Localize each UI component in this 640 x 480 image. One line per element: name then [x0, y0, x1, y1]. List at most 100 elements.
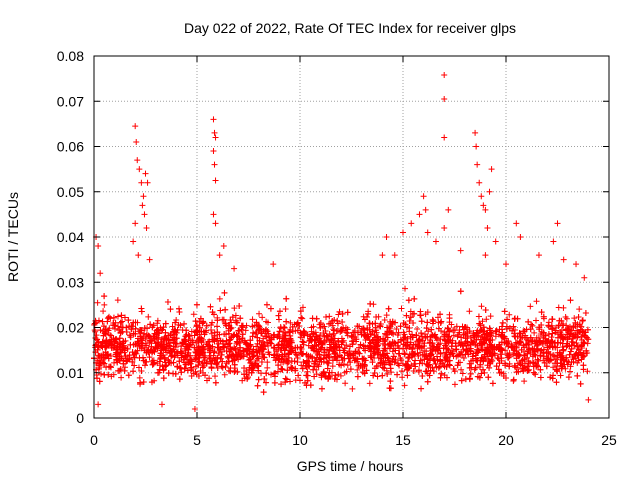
data-point — [249, 353, 256, 360]
data-point — [303, 363, 310, 370]
data-point — [314, 348, 321, 355]
data-point — [190, 311, 197, 318]
data-point — [244, 347, 251, 354]
data-point — [196, 351, 203, 358]
data-point — [132, 123, 139, 130]
data-point — [268, 340, 275, 347]
data-point — [363, 333, 370, 340]
data-point — [533, 317, 540, 324]
data-point — [585, 336, 592, 343]
data-point — [329, 363, 336, 370]
data-point — [216, 252, 223, 259]
data-point — [457, 288, 464, 295]
data-point — [193, 322, 200, 329]
data-point — [391, 252, 398, 259]
data-point — [270, 261, 277, 268]
data-point — [554, 368, 561, 375]
data-point — [511, 362, 518, 369]
data-point — [223, 337, 230, 344]
data-point — [463, 326, 470, 333]
data-point — [531, 329, 538, 336]
data-point — [282, 305, 289, 312]
data-point — [557, 354, 564, 361]
data-point — [143, 331, 150, 338]
data-point — [171, 326, 178, 333]
data-point — [198, 328, 205, 335]
data-point — [367, 331, 374, 338]
data-point — [240, 353, 247, 360]
data-point — [356, 344, 363, 351]
data-point — [337, 372, 344, 379]
data-point — [400, 320, 407, 327]
data-point — [231, 265, 238, 272]
data-point — [178, 349, 185, 356]
y-tick-label: 0.01 — [57, 365, 84, 381]
data-point — [392, 347, 399, 354]
data-point — [260, 354, 267, 361]
data-point — [141, 330, 148, 337]
data-point — [311, 347, 318, 354]
data-point — [170, 359, 177, 366]
data-point — [233, 319, 240, 326]
data-point — [140, 193, 147, 200]
data-point — [97, 370, 104, 377]
data-point — [111, 359, 118, 366]
data-point — [529, 353, 536, 360]
data-point — [321, 355, 328, 362]
data-point — [138, 368, 145, 375]
data-point — [264, 364, 271, 371]
data-point — [436, 363, 443, 370]
data-point — [437, 350, 444, 357]
data-point — [201, 345, 208, 352]
data-point — [525, 366, 532, 373]
data-point — [487, 336, 494, 343]
data-point — [299, 338, 306, 345]
y-tick-label: 0.03 — [57, 274, 84, 290]
data-point — [553, 379, 560, 386]
data-point — [423, 348, 430, 355]
data-point — [537, 352, 544, 359]
data-point — [318, 344, 325, 351]
data-point — [395, 329, 402, 336]
data-point — [441, 95, 448, 102]
data-point — [140, 357, 147, 364]
data-point — [263, 379, 270, 386]
data-point — [100, 308, 107, 315]
data-point — [303, 372, 310, 379]
data-point — [314, 362, 321, 369]
data-point — [433, 335, 440, 342]
data-point — [249, 323, 256, 330]
data-point — [317, 356, 324, 363]
data-point — [502, 362, 509, 369]
data-points — [91, 72, 592, 412]
data-point — [259, 314, 266, 321]
data-point — [214, 329, 221, 336]
data-point — [154, 369, 161, 376]
data-point — [489, 380, 496, 387]
data-point — [209, 357, 216, 364]
data-point — [511, 333, 518, 340]
data-point — [529, 322, 536, 329]
data-point — [533, 298, 540, 305]
data-point — [154, 342, 161, 349]
data-point — [137, 379, 144, 386]
data-point — [307, 382, 314, 389]
data-point — [522, 340, 529, 347]
data-point — [352, 348, 359, 355]
data-point — [330, 326, 337, 333]
data-point — [292, 367, 299, 374]
data-point — [125, 372, 132, 379]
data-point — [353, 336, 360, 343]
data-point — [401, 350, 408, 357]
data-point — [362, 347, 369, 354]
data-point — [566, 331, 573, 338]
data-point — [504, 351, 511, 358]
data-point — [379, 364, 386, 371]
data-point — [559, 320, 566, 327]
data-point — [283, 295, 290, 302]
data-point — [370, 372, 377, 379]
data-point — [414, 326, 421, 333]
data-point — [130, 238, 137, 245]
data-point — [441, 134, 448, 141]
data-point — [401, 382, 408, 389]
